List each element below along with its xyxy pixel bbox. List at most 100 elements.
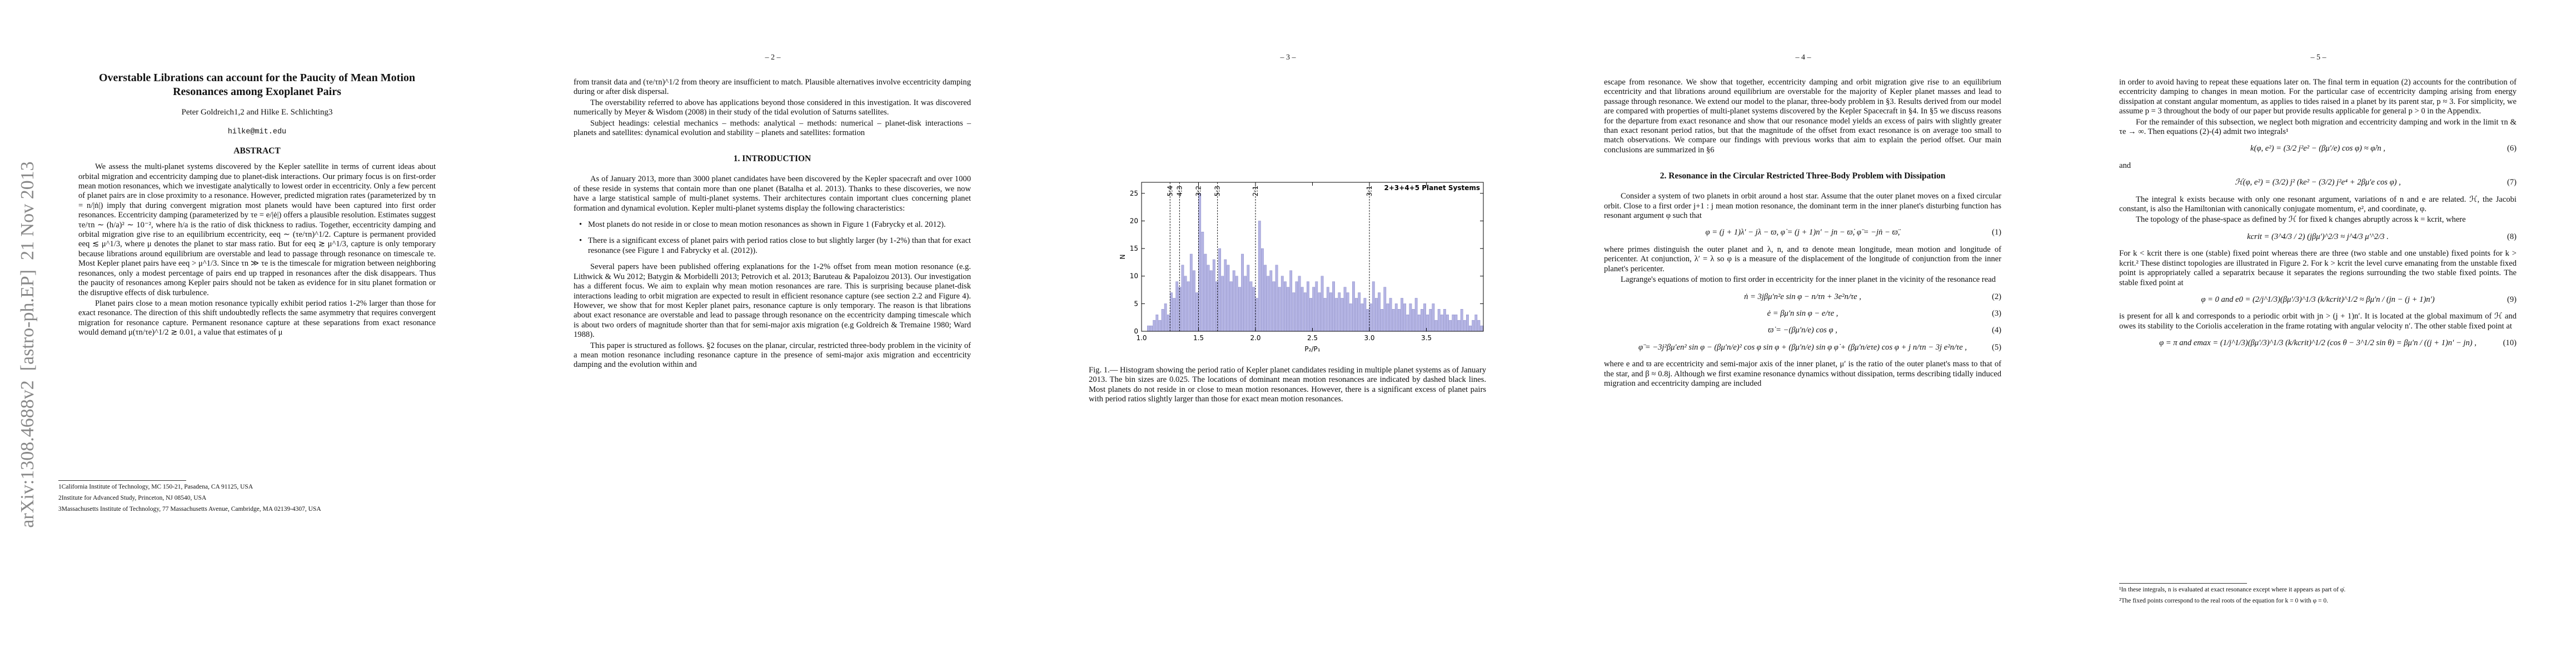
page: – 4 – escape from resonance. We show that… xyxy=(1546,0,2061,667)
bar xyxy=(1452,314,1455,332)
paragraph: For the remainder of this subsection, we… xyxy=(2119,117,2517,137)
bar xyxy=(1443,309,1446,332)
page-number: – 2 – xyxy=(765,53,781,62)
bar xyxy=(1421,309,1423,332)
bar xyxy=(1201,232,1204,332)
bar xyxy=(1361,303,1364,332)
bar xyxy=(1292,292,1296,332)
bar xyxy=(1249,281,1253,332)
resonance-label: 4:3 xyxy=(1175,186,1183,196)
bar xyxy=(1460,309,1463,332)
equation-body: k(φ, e²) = (3/2 j²e² − (βμ′/e) cos φ) ≈ … xyxy=(2250,144,2385,153)
paragraph: where primes distinguish the outer plane… xyxy=(1604,245,2001,273)
bar xyxy=(1449,320,1452,332)
bar xyxy=(1417,314,1421,332)
bar xyxy=(1432,303,1435,332)
equation-number: (5) xyxy=(1991,342,2001,352)
equation-body: φ = π and emax = (1/j^1/3)(βμ′/3)^1/3 (k… xyxy=(2159,339,2477,348)
bar xyxy=(1366,309,1369,332)
bar xyxy=(1261,248,1264,332)
x-tick-label: 1.0 xyxy=(1136,334,1147,342)
paragraph: escape from resonance. We show that toge… xyxy=(1604,78,2001,155)
bullet-item: There is a significant excess of planet … xyxy=(579,236,971,256)
bar xyxy=(1241,253,1244,332)
bar xyxy=(1307,281,1309,332)
bar xyxy=(1363,298,1367,332)
equation: ℋ(φ, e²) = (3/2) j² (ke² − (3/2) j²e⁴ + … xyxy=(2119,178,2517,187)
paragraph: Several papers have been published offer… xyxy=(574,262,971,340)
bar xyxy=(1255,298,1258,332)
bar xyxy=(1212,259,1215,332)
bar xyxy=(1426,314,1429,332)
bar xyxy=(1298,276,1301,332)
bar xyxy=(1252,287,1255,332)
y-axis-label: N xyxy=(1119,255,1127,260)
bar xyxy=(1389,298,1392,332)
bar xyxy=(1477,320,1481,332)
paragraph: The integral k exists because with only … xyxy=(2119,195,2517,214)
bar xyxy=(1244,276,1247,332)
x-tick-label: 2.5 xyxy=(1307,334,1318,342)
bar xyxy=(1229,281,1233,332)
paragraph: As of January 2013, more than 3000 plane… xyxy=(574,175,971,213)
paragraph: where e and ϖ are eccentricity and semi-… xyxy=(1604,360,2001,388)
bar xyxy=(1329,292,1332,332)
bar xyxy=(1369,303,1372,332)
bar xyxy=(1209,270,1213,332)
equation-number: (4) xyxy=(1991,326,2001,335)
bar xyxy=(1409,303,1412,332)
bar xyxy=(1178,287,1182,332)
bar xyxy=(1474,314,1478,332)
text-column: in order to avoid having to repeat these… xyxy=(2119,78,2517,356)
y-tick-label: 20 xyxy=(1130,217,1138,225)
x-tick-label: 2.0 xyxy=(1250,334,1260,342)
bar xyxy=(1414,298,1418,332)
bar xyxy=(1412,309,1415,332)
bar xyxy=(1187,281,1190,332)
bar xyxy=(1466,314,1469,332)
y-tick-label: 25 xyxy=(1130,190,1138,197)
bar xyxy=(1338,292,1341,332)
paragraph: Planet pairs close to a mean motion reso… xyxy=(78,298,436,337)
page: Overstable Librations can account for th… xyxy=(0,0,515,667)
resonance-label: 2:1 xyxy=(1252,186,1259,196)
text-column: escape from resonance. We show that toge… xyxy=(1604,78,2001,390)
bar xyxy=(1480,325,1483,332)
equation: ṅ = 3jβμ′n²e sin φ − n/τn + 3e²n/τe , (2) xyxy=(1604,292,2001,302)
figure-caption: Fig. 1.— Histogram showing the period ra… xyxy=(1089,366,1486,404)
paper-title: Overstable Librations can account for th… xyxy=(98,72,415,98)
bar xyxy=(1472,320,1475,332)
footnote: ¹In these integrals, n is evaluated at e… xyxy=(2119,586,2346,593)
bar xyxy=(1469,325,1472,332)
bar xyxy=(1343,287,1347,332)
footnote-rule xyxy=(58,480,186,481)
text-column: Overstable Librations can account for th… xyxy=(58,71,456,339)
bar xyxy=(1437,309,1441,332)
y-tick-label: 5 xyxy=(1134,300,1138,307)
bar xyxy=(1150,325,1153,332)
bar xyxy=(1158,320,1162,332)
resonance-label: 5:3 xyxy=(1214,186,1222,196)
y-tick-label: 10 xyxy=(1130,272,1138,280)
footnotes: ¹In these integrals, n is evaluated at e… xyxy=(2119,581,2517,608)
bar xyxy=(1406,314,1409,332)
authors: Peter Goldreich1,2 and Hilke E. Schlicht… xyxy=(181,108,333,117)
bar xyxy=(1392,309,1395,332)
bar xyxy=(1386,303,1389,332)
equation-number: (2) xyxy=(1991,292,2001,301)
footnote: 3Massachusetts Institute of Technology, … xyxy=(58,506,321,512)
paragraph: The overstability referred to above has … xyxy=(574,98,971,117)
footnote: 2Institute for Advanced Study, Princeton… xyxy=(58,495,207,501)
bar xyxy=(1207,265,1210,332)
histogram-figure: 5:4 4:3 3:2 5:3 2:1 3:1 1.0 1.5 2.0 2.5 3.0 3.5 0 5 10… xyxy=(1119,182,1484,353)
bar xyxy=(1349,303,1352,332)
bar xyxy=(1358,292,1361,332)
equation-number: (6) xyxy=(2507,144,2517,153)
bar xyxy=(1161,309,1164,332)
text-column: from transit data and (τe/τn)^1/2 from t… xyxy=(574,78,971,371)
paragraph: The topology of the phase-space as defin… xyxy=(2136,215,2466,225)
page: – 5 – in order to avoid having to repeat … xyxy=(2061,0,2576,667)
bar xyxy=(1446,314,1449,332)
legend-label: 2+3+4+5 Planet Systems xyxy=(1384,184,1480,192)
equation-body: φ̈ = −3j²βμ′en² sin φ − (βμ′n/e)² cos φ … xyxy=(1638,342,1967,352)
